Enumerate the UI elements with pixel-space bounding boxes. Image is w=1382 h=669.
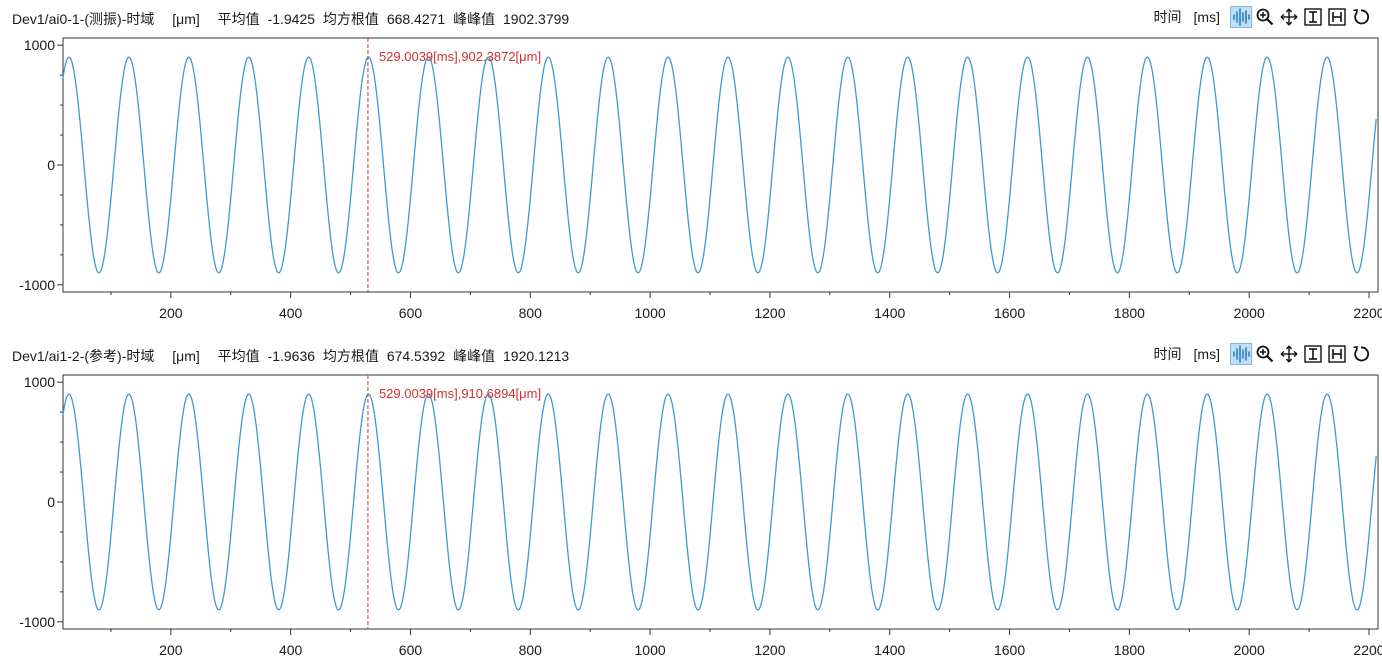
chart-toolbar: 时间 [ms] <box>1154 342 1372 366</box>
pan-button[interactable] <box>1278 6 1300 28</box>
mean-label: 平均值 <box>217 348 260 364</box>
x-tick-label: 2000 <box>1234 642 1265 658</box>
mean-value: -1.9425 <box>267 11 316 27</box>
zoom-in-button[interactable] <box>1254 343 1276 365</box>
horizontal-cursor-button[interactable] <box>1326 6 1348 28</box>
channel-title: Dev1/ai0-1-(测振)-时域 <box>12 11 155 27</box>
x-tick-label: 1000 <box>635 305 666 321</box>
x-tick-label: 1800 <box>1114 642 1145 658</box>
vertical-cursor-button[interactable] <box>1302 6 1324 28</box>
rms-value: 674.5392 <box>386 348 446 364</box>
x-tick-label: 1600 <box>994 305 1025 321</box>
y-tick-label: 0 <box>47 157 55 173</box>
reset-icon <box>1353 346 1370 362</box>
x-tick-label: 800 <box>519 305 543 321</box>
plot-frame <box>62 374 1379 630</box>
chart-toolbar: 时间 [ms] <box>1154 5 1372 29</box>
x-tick-label: 1200 <box>754 642 785 658</box>
x-tick-label: 200 <box>159 305 183 321</box>
x-tick-label: 600 <box>399 305 423 321</box>
zoom-in-icon <box>1256 8 1274 26</box>
reset-button[interactable] <box>1350 6 1372 28</box>
x-tick-label: 400 <box>279 305 303 321</box>
x-tick-label: 1800 <box>1114 305 1145 321</box>
chart-panel-2: Dev1/ai1-2-(参考)-时域 [μm] 平均值 -1.9636 均方根值… <box>0 337 1382 669</box>
x-tick-label: 2200 <box>1353 305 1382 321</box>
panel-header: Dev1/ai1-2-(参考)-时域 [μm] 平均值 -1.9636 均方根值… <box>12 346 573 366</box>
plot-frame <box>62 37 1379 293</box>
waveform-icon <box>1233 345 1250 363</box>
vertical-cursor-button[interactable] <box>1302 343 1324 365</box>
chart-1[interactable]: 200 400 600 800 1000 1200 1400 1600 1800 2000 2200… <box>0 30 1382 332</box>
x-axis-unit: [ms] <box>1193 9 1220 25</box>
pan-button[interactable] <box>1278 343 1300 365</box>
x-axis-label: 时间 <box>1153 346 1182 362</box>
x-tick-label: 800 <box>519 642 543 658</box>
y-tick-label: 0 <box>47 494 55 510</box>
x-tick-label: 600 <box>399 642 423 658</box>
x-axis-unit: [ms] <box>1193 346 1220 362</box>
x-tick-label: 1400 <box>874 305 905 321</box>
waveform-button[interactable] <box>1230 6 1252 28</box>
zoom-in-button[interactable] <box>1254 6 1276 28</box>
channel-title: Dev1/ai1-2-(参考)-时域 <box>12 348 155 364</box>
mean-value: -1.9636 <box>267 348 316 364</box>
x-tick-label: 200 <box>159 642 183 658</box>
rms-value: 668.4271 <box>386 11 446 27</box>
zoom-in-icon <box>1256 345 1274 363</box>
pan-move-icon <box>1280 345 1298 363</box>
rms-label: 均方根值 <box>322 348 379 364</box>
x-tick-label: 1400 <box>874 642 905 658</box>
x-tick-label: 2200 <box>1353 642 1382 658</box>
x-tick-label: 1200 <box>754 305 785 321</box>
panel-header: Dev1/ai0-1-(测振)-时域 [μm] 平均值 -1.9425 均方根值… <box>12 9 573 29</box>
reset-button[interactable] <box>1350 343 1372 365</box>
x-tick-label: 1000 <box>635 642 666 658</box>
chart-2[interactable]: 200 400 600 800 1000 1200 1400 1600 1800 2000 2200… <box>0 367 1382 669</box>
y-tick-label: 1000 <box>24 37 55 53</box>
unit-label: [μm] <box>172 11 200 27</box>
waveform-icon <box>1233 8 1250 26</box>
y-tick-label: 1000 <box>24 374 55 390</box>
p2p-value: 1920.1213 <box>503 348 570 364</box>
p2p-label: 峰峰值 <box>453 348 496 364</box>
x-tick-label: 400 <box>279 642 303 658</box>
vertical-cursor-icon <box>1304 8 1322 26</box>
y-tick-label: -1000 <box>19 614 55 630</box>
cursor-label: 529.0039[ms],902.3872[μm] <box>379 49 541 64</box>
reset-icon <box>1353 9 1370 25</box>
series-line <box>62 56 1377 274</box>
p2p-label: 峰峰值 <box>453 11 496 27</box>
mean-label: 平均值 <box>217 11 260 27</box>
chart-panel-1: Dev1/ai0-1-(测振)-时域 [μm] 平均值 -1.9425 均方根值… <box>0 0 1382 332</box>
y-tick-label: -1000 <box>19 277 55 293</box>
pan-move-icon <box>1280 8 1298 26</box>
vertical-cursor-icon <box>1304 345 1322 363</box>
horizontal-cursor-button[interactable] <box>1326 343 1348 365</box>
p2p-value: 1902.3799 <box>503 11 570 27</box>
horizontal-cursor-icon <box>1328 8 1346 26</box>
rms-label: 均方根值 <box>322 11 379 27</box>
cursor-label: 529.0039[ms],910.6894[μm] <box>379 386 541 401</box>
x-tick-label: 1600 <box>994 642 1025 658</box>
x-tick-label: 2000 <box>1234 305 1265 321</box>
series-line <box>62 393 1377 611</box>
horizontal-cursor-icon <box>1328 345 1346 363</box>
x-axis-label: 时间 <box>1153 9 1182 25</box>
waveform-button[interactable] <box>1230 343 1252 365</box>
unit-label: [μm] <box>172 348 200 364</box>
